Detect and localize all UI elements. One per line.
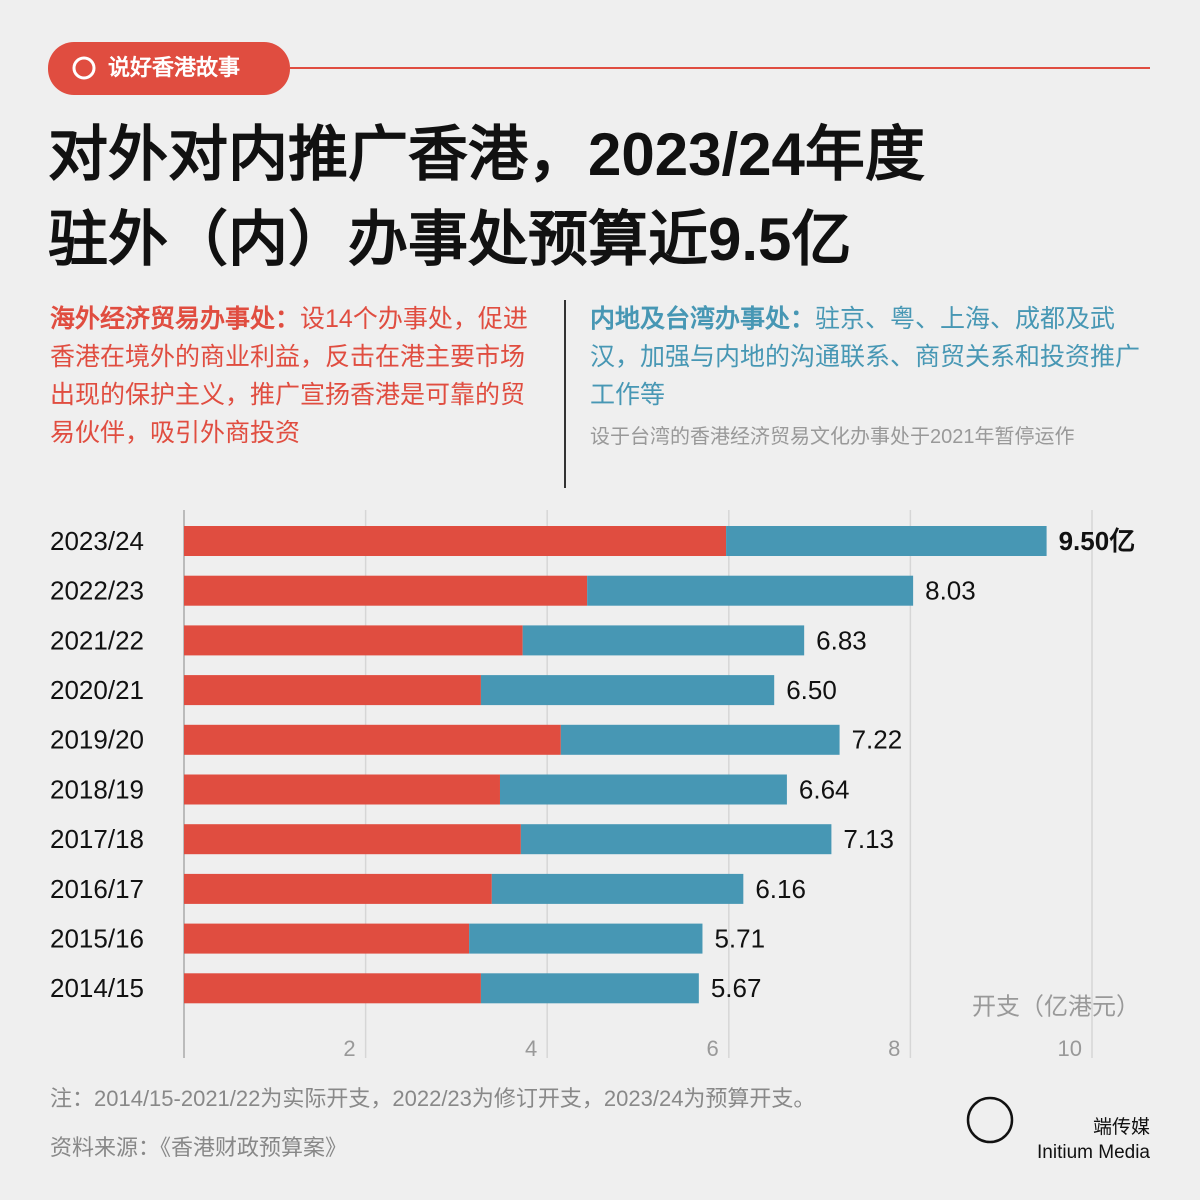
y-tick-label: 2019/20: [50, 725, 144, 755]
y-tick-label: 2020/21: [50, 675, 144, 705]
bar-segment: [184, 873, 492, 904]
bar-segment: [491, 873, 744, 904]
value-label: 5.67: [711, 973, 762, 1003]
bar-segment: [480, 973, 699, 1004]
bar-segment: [184, 575, 588, 606]
y-tick-label: 2015/16: [50, 923, 144, 953]
desc-text: 设14个办事处，促进香港在境外的商业利益，反击在港主要市场出现的保护主义，推广宣…: [50, 305, 528, 447]
bar-segment: [184, 824, 521, 855]
value-label: 6.83: [816, 625, 867, 655]
desc-heading: 内地及台湾办事处：: [590, 305, 816, 333]
bar-segment: [469, 923, 703, 954]
desc-text: 驻京、粤、上海、成都及武汉，加强与内地的沟通联系、商贸关系和投资推广工作等: [590, 305, 1141, 409]
title-line: 对外对内推广香港，2023/24年度: [48, 121, 925, 188]
value-label: 9.50亿: [1059, 526, 1136, 556]
bar-segment: [560, 724, 840, 755]
bar-segment: [184, 923, 470, 954]
y-tick-label: 2021/22: [50, 625, 144, 655]
x-axis-label: 开支（亿港元）: [972, 993, 1140, 1020]
title-line: 驻外（内）办事处预算近9.5亿: [48, 206, 852, 273]
value-label: 6.64: [799, 774, 850, 804]
x-tick-label: 8: [888, 1036, 900, 1061]
bar-segment: [520, 824, 832, 855]
y-tick-label: 2022/23: [50, 576, 144, 606]
value-label: 7.13: [843, 824, 894, 854]
brand-cn: 端传媒: [1093, 1116, 1150, 1138]
x-tick-label: 6: [707, 1036, 719, 1061]
value-label: 6.16: [755, 874, 806, 904]
tag-icon: [72, 56, 96, 80]
bar-segment: [184, 675, 481, 706]
y-tick-label: 2018/19: [50, 774, 144, 804]
value-label: 7.22: [852, 725, 903, 755]
bar-segment: [184, 526, 727, 556]
desc-right: 内地及台湾办事处：驻京、粤、上海、成都及武汉，加强与内地的沟通联系、商贸关系和投…: [590, 300, 1155, 414]
x-tick-label: 4: [525, 1036, 537, 1061]
value-label: 8.03: [925, 576, 976, 606]
bar-segment: [480, 675, 775, 706]
desc-heading: 海外经济贸易办事处：: [50, 305, 301, 333]
desc-left: 海外经济贸易办事处：设14个办事处，促进香港在境外的商业利益，反击在港主要市场出…: [50, 300, 545, 452]
tag-text: 说好香港故事: [108, 55, 240, 80]
value-label: 5.71: [714, 923, 765, 953]
tag-pill: [48, 42, 290, 95]
bar-segment: [184, 724, 561, 755]
bar-segment: [499, 774, 787, 805]
bar-segment: [726, 526, 1047, 556]
desc-note: 设于台湾的香港经济贸易文化办事处于2021年暂停运作: [590, 426, 1075, 448]
y-tick-label: 2016/17: [50, 874, 144, 904]
brand-en: Initium Media: [1037, 1142, 1150, 1163]
x-tick-label: 2: [343, 1036, 355, 1061]
source: 资料来源：《香港财政预算案》: [50, 1135, 347, 1160]
footnote: 注：2014/15-2021/22为实际开支，2022/23为修订开支，2023…: [50, 1086, 815, 1111]
y-tick-label: 2017/18: [50, 824, 144, 854]
y-tick-label: 2014/15: [50, 973, 144, 1003]
bar-segment: [587, 575, 914, 606]
y-tick-label: 2023/24: [50, 526, 144, 556]
bar-segment: [184, 774, 500, 805]
logo: [966, 1096, 1014, 1144]
bar-segment: [184, 973, 481, 1004]
bar-segment: [522, 625, 805, 656]
bar-segment: [184, 625, 523, 656]
x-tick-label: 10: [1058, 1036, 1082, 1061]
value-label: 6.50: [786, 675, 837, 705]
